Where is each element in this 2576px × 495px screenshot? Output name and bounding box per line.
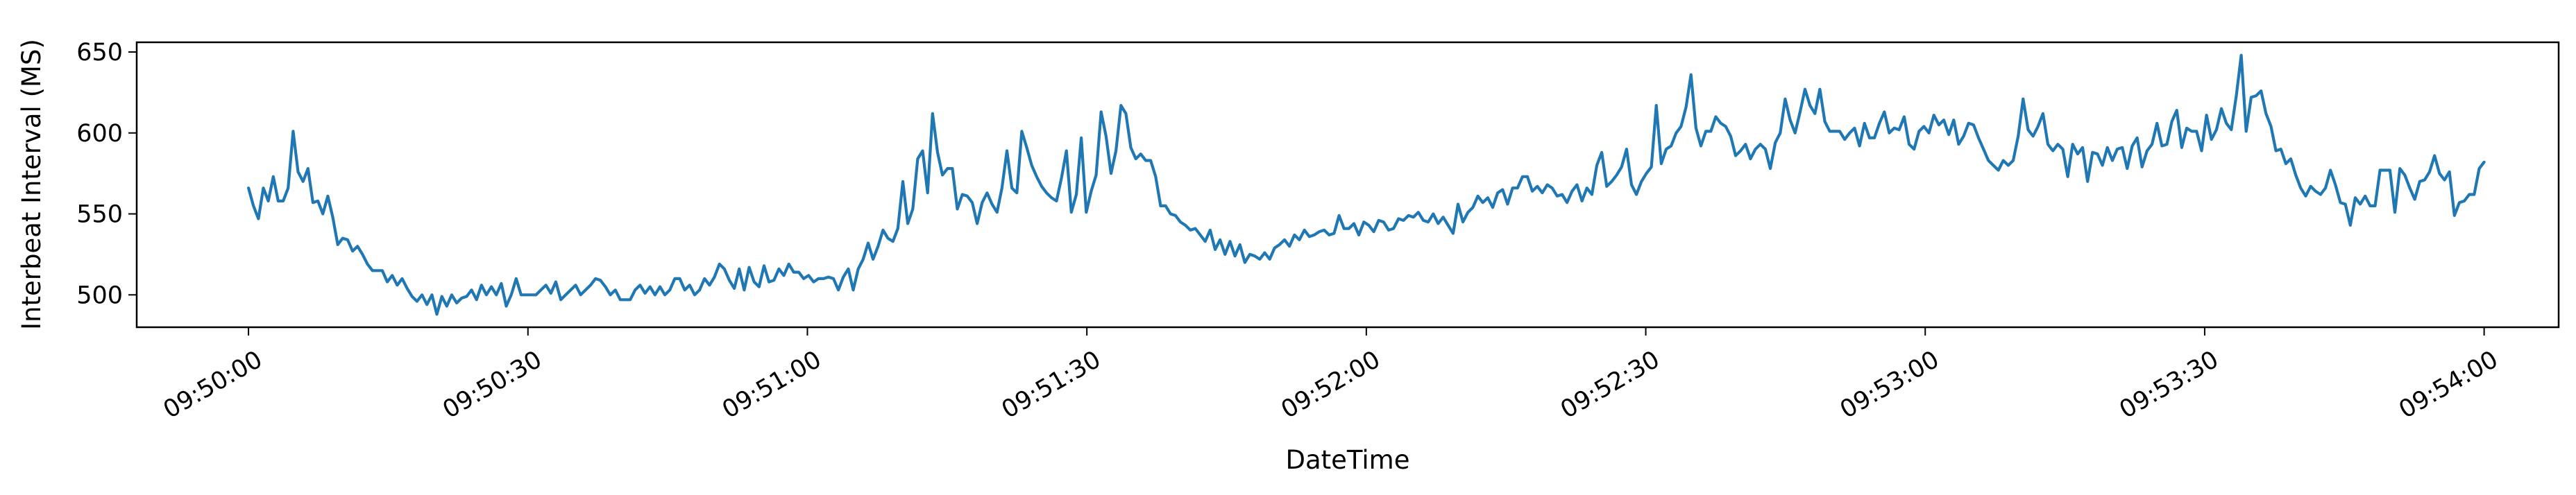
y-axis-ticks: 500 550 600 650 [76,39,137,309]
y-tick-label: 600 [76,120,123,148]
series-line [247,53,2486,316]
y-tick-label: 550 [76,201,123,229]
y-tick-label: 650 [76,39,123,67]
x-axis-label: DateTime [1286,445,1410,475]
plot-frame [135,41,2560,329]
y-tick-label: 500 [76,281,123,309]
y-axis-label: Interbeat Interval (MS) [17,39,46,330]
